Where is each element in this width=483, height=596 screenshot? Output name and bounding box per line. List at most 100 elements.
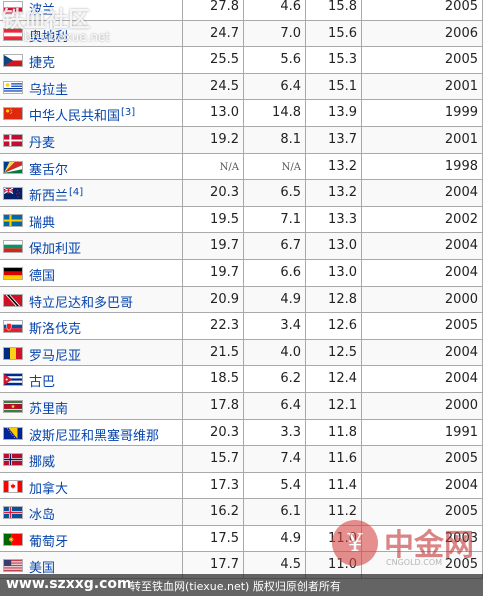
value-cell-1: 17.5 bbox=[182, 525, 243, 552]
flag-czech-icon bbox=[3, 54, 23, 68]
country-name[interactable]: 丹麦 bbox=[29, 135, 56, 151]
country-name[interactable]: 瑞典 bbox=[29, 215, 56, 231]
country-link[interactable]: 特立尼达和多巴哥 bbox=[29, 292, 133, 311]
value-cell-3-text: 15.8 bbox=[328, 0, 357, 14]
value-cell-3-text: 11.2 bbox=[328, 504, 357, 520]
country-link[interactable]: 保加利亚 bbox=[29, 238, 81, 257]
value-cell-1: 20.3 bbox=[182, 180, 243, 206]
value-cell-1: 19.2 bbox=[182, 126, 243, 153]
value-cell-3-text: 15.6 bbox=[328, 25, 357, 41]
country-name[interactable]: 德国 bbox=[29, 268, 56, 284]
data-table: 波兰 27.8 4.6 15.8 2005 奥地利 24.7 7.0 15.6 2006 捷克 25.… bbox=[0, 0, 483, 580]
country-name[interactable]: 挪威 bbox=[29, 455, 56, 471]
value-cell-3-text: 12.4 bbox=[328, 371, 357, 387]
value-cell-1-text: 27.8 bbox=[210, 0, 239, 14]
year-cell: 2004 bbox=[361, 259, 483, 286]
country-name[interactable]: 波兰 bbox=[29, 3, 56, 18]
year-cell: 2004 bbox=[361, 233, 483, 259]
table-row: 冰岛 16.2 6.1 11.2 2005 bbox=[0, 499, 483, 526]
value-cell-2-text: 6.4 bbox=[280, 78, 301, 94]
country-link[interactable]: 苏里南 bbox=[29, 398, 68, 417]
year-cell: 2004 bbox=[361, 472, 483, 499]
country-link[interactable]: 塞舌尔 bbox=[29, 159, 68, 178]
country-cell: 葡萄牙 bbox=[0, 526, 182, 552]
country-cell: 奥地利 bbox=[0, 21, 182, 47]
country-name[interactable]: 保加利亚 bbox=[29, 242, 82, 258]
country-link[interactable]: 丹麦 bbox=[29, 132, 55, 151]
country-name[interactable]: 苏里南 bbox=[29, 401, 69, 417]
country-cell: 斯洛伐克 bbox=[0, 313, 182, 339]
country-link[interactable]: 挪威 bbox=[29, 451, 55, 470]
country-link[interactable]: 新西兰[4] bbox=[29, 185, 83, 204]
country-name[interactable]: 冰岛 bbox=[29, 508, 56, 524]
country-link[interactable]: 加拿大 bbox=[29, 478, 68, 497]
value-cell-2: 3.4 bbox=[243, 313, 305, 339]
flag-portugal-icon bbox=[3, 532, 23, 546]
country-link[interactable]: 波斯尼亚和黑塞哥维那 bbox=[29, 425, 159, 444]
country-name[interactable]: 乌拉圭 bbox=[29, 82, 69, 98]
value-cell-1: 15.7 bbox=[182, 446, 243, 472]
value-cell-2-text: 4.5 bbox=[280, 557, 301, 573]
country-name[interactable]: 奥地利 bbox=[29, 29, 69, 45]
flag-austria-icon bbox=[3, 27, 23, 41]
value-cell-3: 13.3 bbox=[305, 206, 361, 233]
value-cell-2: 6.5 bbox=[243, 180, 305, 206]
country-link[interactable]: 中华人民共和国[3] bbox=[29, 105, 135, 124]
country-link[interactable]: 德国 bbox=[29, 265, 55, 284]
value-cell-2: 4.5 bbox=[243, 552, 305, 579]
country-link[interactable]: 奥地利 bbox=[29, 26, 68, 45]
country-link[interactable]: 捷克 bbox=[29, 52, 55, 71]
country-link[interactable]: 冰岛 bbox=[29, 504, 55, 523]
value-cell-1-text: 13.0 bbox=[210, 105, 239, 121]
country-link[interactable]: 罗马尼亚 bbox=[29, 345, 81, 364]
value-cell-1-text: 20.9 bbox=[210, 291, 239, 307]
value-cell-2-text: 6.4 bbox=[280, 397, 301, 413]
country-name[interactable]: 波斯尼亚和黑塞哥维那 bbox=[29, 428, 160, 444]
country-name[interactable]: 捷克 bbox=[29, 56, 56, 72]
reference-link[interactable]: [3] bbox=[121, 107, 136, 119]
country-name[interactable]: 葡萄牙 bbox=[29, 534, 69, 550]
value-cell-2-text: 7.0 bbox=[280, 25, 301, 41]
year-cell: 2005 bbox=[361, 313, 483, 339]
value-cell-3-text: 15.3 bbox=[328, 52, 357, 68]
country-name[interactable]: 新西兰 bbox=[29, 189, 69, 205]
country-link[interactable]: 乌拉圭 bbox=[29, 79, 68, 98]
cngold-logo-icon: ¥ bbox=[332, 520, 378, 566]
country-link[interactable]: 斯洛伐克 bbox=[29, 318, 81, 337]
flag-seychelles-icon bbox=[3, 160, 23, 174]
country-name[interactable]: 斯洛伐克 bbox=[29, 322, 82, 338]
country-name[interactable]: 罗马尼亚 bbox=[29, 348, 82, 364]
country-name[interactable]: 加拿大 bbox=[29, 481, 69, 497]
value-cell-3: 12.6 bbox=[305, 313, 361, 339]
country-link[interactable]: 古巴 bbox=[29, 371, 55, 390]
table-row: 加拿大 17.3 5.4 11.4 2004 bbox=[0, 472, 483, 500]
year-cell: 2002 bbox=[361, 206, 483, 233]
value-cell-2: 3.3 bbox=[243, 419, 305, 446]
country-cell: 特立尼达和多巴哥 bbox=[0, 287, 182, 313]
value-cell-2: 8.1 bbox=[243, 126, 305, 153]
country-name[interactable]: 古巴 bbox=[29, 375, 56, 391]
value-cell-2: 6.4 bbox=[243, 392, 305, 419]
flag-suriname-icon bbox=[3, 399, 23, 413]
year-cell: 2006 bbox=[361, 20, 483, 47]
value-cell-3-text: 12.5 bbox=[328, 344, 357, 360]
country-link[interactable]: 美国 bbox=[29, 557, 55, 576]
table-row: 古巴 18.5 6.2 12.4 2004 bbox=[0, 366, 483, 393]
country-name[interactable]: 美国 bbox=[29, 561, 56, 577]
country-name[interactable]: 中华人民共和国 bbox=[29, 109, 121, 125]
value-cell-3: 12.4 bbox=[305, 366, 361, 392]
country-link[interactable]: 葡萄牙 bbox=[29, 531, 68, 550]
value-cell-1-text: 20.3 bbox=[210, 185, 239, 201]
reference-link[interactable]: [4] bbox=[69, 186, 84, 198]
country-name[interactable]: 特立尼达和多巴哥 bbox=[29, 295, 134, 311]
value-cell-3-text: 13.7 bbox=[328, 131, 357, 147]
country-link[interactable]: 瑞典 bbox=[29, 212, 55, 231]
country-link[interactable]: 波兰 bbox=[29, 0, 55, 18]
table-row: 波兰 27.8 4.6 15.8 2005 bbox=[0, 0, 483, 21]
flag-china-icon bbox=[3, 107, 23, 121]
country-name[interactable]: 塞舌尔 bbox=[29, 162, 69, 178]
value-cell-3: 11.2 bbox=[305, 499, 361, 525]
value-cell-3: 13.0 bbox=[305, 259, 361, 286]
flag-slovakia-icon bbox=[3, 320, 23, 334]
footer-watermark-bar: www.szxxg.com 转至铁血网(tiexue.net) 版权归原创者所有 bbox=[0, 574, 483, 596]
